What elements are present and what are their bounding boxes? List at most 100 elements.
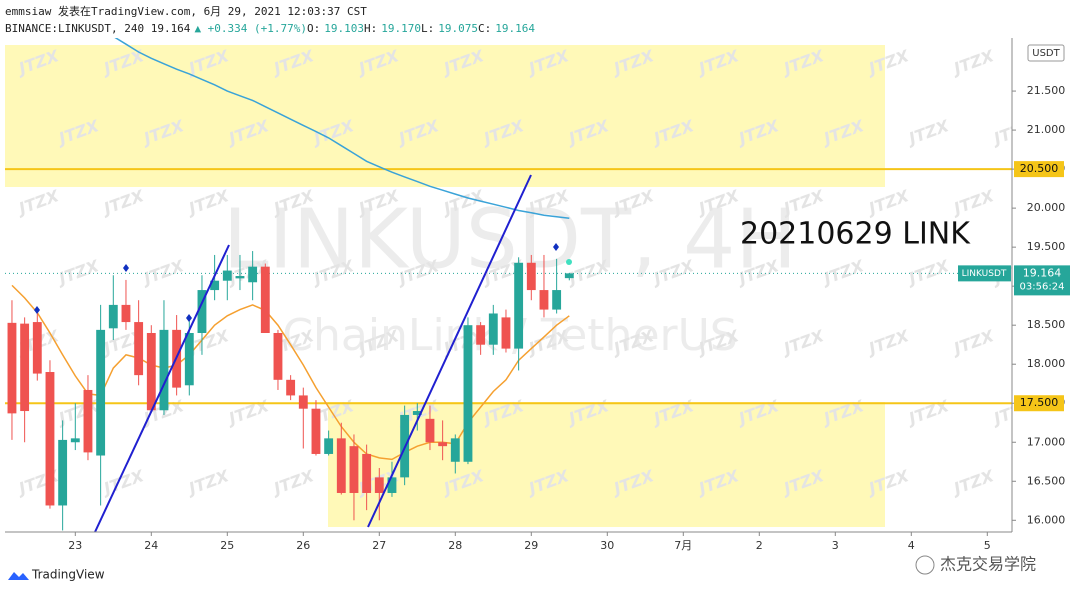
drawings bbox=[34, 174, 572, 532]
candle-body bbox=[96, 329, 106, 456]
x-tick-label: 25 bbox=[220, 539, 234, 552]
header-field: 19.103 bbox=[324, 22, 364, 35]
y-tick-label: 18.000 bbox=[1027, 357, 1066, 370]
candle-body bbox=[260, 266, 270, 333]
candle-body bbox=[501, 317, 511, 349]
candle-body bbox=[450, 438, 460, 462]
candle-body bbox=[552, 290, 562, 310]
x-tick-label: 24 bbox=[144, 539, 158, 552]
header-field: L: bbox=[421, 22, 434, 35]
candle-body bbox=[539, 290, 549, 310]
currency-label: USDT bbox=[1032, 48, 1060, 59]
candle-body bbox=[286, 379, 296, 396]
header-field: 19.170 bbox=[381, 22, 421, 35]
watermark-tile: JTZX bbox=[779, 326, 827, 359]
watermark-tile: JTZX bbox=[949, 186, 997, 219]
axes: 16.00016.50017.00017.50018.00018.50019.0… bbox=[68, 84, 1070, 552]
watermark-tile: JTZX bbox=[819, 256, 867, 289]
x-tick-label: 30 bbox=[600, 539, 614, 552]
y-tick-label: 21.000 bbox=[1027, 123, 1066, 136]
logo: TradingView bbox=[31, 568, 105, 582]
candle-body bbox=[134, 322, 144, 376]
header-field: C: bbox=[478, 22, 491, 35]
candle-body bbox=[438, 442, 448, 447]
candle-body bbox=[159, 329, 169, 411]
candle-body bbox=[32, 322, 42, 374]
watermark-tile: JTZX bbox=[904, 116, 952, 149]
x-tick-label: 4 bbox=[908, 539, 915, 552]
header-field: 19.164 bbox=[495, 22, 535, 35]
x-tick-label: 29 bbox=[524, 539, 538, 552]
candle-body bbox=[210, 280, 220, 291]
candle-body bbox=[387, 477, 397, 493]
signal-marker bbox=[566, 259, 572, 265]
header-field: BINANCE:LINKUSDT, 240 19.164 bbox=[5, 22, 191, 35]
watermark-tile: JTZX bbox=[904, 256, 952, 289]
level-label: 17.500 bbox=[1020, 396, 1059, 409]
symbol-tag-box bbox=[958, 265, 1011, 282]
header-field: O: bbox=[307, 22, 320, 35]
candle-body bbox=[222, 270, 232, 281]
zone bbox=[328, 402, 885, 527]
plot-background bbox=[5, 45, 885, 527]
candle-body bbox=[324, 438, 334, 454]
level-tag bbox=[1014, 395, 1064, 412]
credit: 杰克交易学院 bbox=[940, 555, 1036, 574]
trend-line bbox=[94, 244, 230, 532]
candle-body bbox=[45, 372, 55, 506]
candle-body bbox=[526, 262, 536, 291]
x-tick-label: 5 bbox=[984, 539, 991, 552]
y-tick-label: 16.000 bbox=[1027, 513, 1066, 526]
trend-line bbox=[367, 174, 532, 528]
candle-body bbox=[362, 453, 372, 493]
header-line-1: emmsiaw 发表在TradingView.com, 6月 29, 2021 … bbox=[5, 4, 367, 18]
plot bbox=[5, 38, 1012, 531]
header-line-2: BINANCE:LINKUSDT, 240 19.164 ▲ +0.334 (+1… bbox=[5, 22, 535, 35]
watermark-tile: JTZX bbox=[269, 466, 317, 499]
logo-icon bbox=[8, 572, 29, 580]
candle-body bbox=[58, 439, 68, 506]
candle-body bbox=[108, 304, 118, 329]
candle-body bbox=[463, 325, 473, 462]
candle-body bbox=[298, 395, 308, 409]
watermark-tile: JTZX bbox=[949, 46, 997, 79]
x-tick-label: 26 bbox=[296, 539, 310, 552]
y-tick-label: 19.500 bbox=[1027, 240, 1066, 253]
level-label: 20.500 bbox=[1020, 162, 1059, 175]
currency-box bbox=[1027, 44, 1065, 62]
watermark-tile: JTZX bbox=[184, 466, 232, 499]
candle-body bbox=[564, 273, 574, 279]
candle-body bbox=[488, 313, 498, 345]
x-tick-label: 27 bbox=[372, 539, 386, 552]
zone bbox=[5, 45, 885, 187]
candle-body bbox=[184, 332, 194, 386]
candle-body bbox=[83, 389, 93, 453]
watermark-tile: JTZX bbox=[224, 396, 272, 429]
symbol-tag: LINKUSDT bbox=[962, 269, 1007, 279]
x-tick-label: 23 bbox=[68, 539, 82, 552]
candle-body bbox=[349, 446, 359, 493]
candle-body bbox=[7, 322, 17, 414]
watermark-tile: JTZX bbox=[14, 186, 62, 219]
candle-body bbox=[197, 290, 207, 333]
candle-body bbox=[248, 266, 258, 283]
watermark-tile: JTZX bbox=[54, 256, 102, 289]
watermark-tile: JTZX bbox=[779, 186, 827, 219]
candle-body bbox=[412, 411, 422, 415]
candle-body bbox=[20, 323, 30, 412]
candle-body bbox=[514, 262, 524, 349]
annotation: 20210629 LINK bbox=[740, 217, 971, 252]
watermark-tile: JTZX bbox=[99, 186, 147, 219]
header-field: ▲ +0.334 (+1.77%) bbox=[194, 22, 307, 35]
y-tick-label: 16.500 bbox=[1027, 474, 1066, 487]
header-field: H: bbox=[364, 22, 377, 35]
y-tick-label: 18.500 bbox=[1027, 318, 1066, 331]
x-tick-label: 28 bbox=[448, 539, 462, 552]
candle-body bbox=[121, 304, 131, 323]
watermark-tile: JTZX bbox=[139, 256, 187, 289]
y-tick-label: 17.000 bbox=[1027, 435, 1066, 448]
y-tick-label: 20.000 bbox=[1027, 201, 1066, 214]
candle-body bbox=[311, 408, 321, 454]
watermark-tile: JTZX bbox=[14, 466, 62, 499]
